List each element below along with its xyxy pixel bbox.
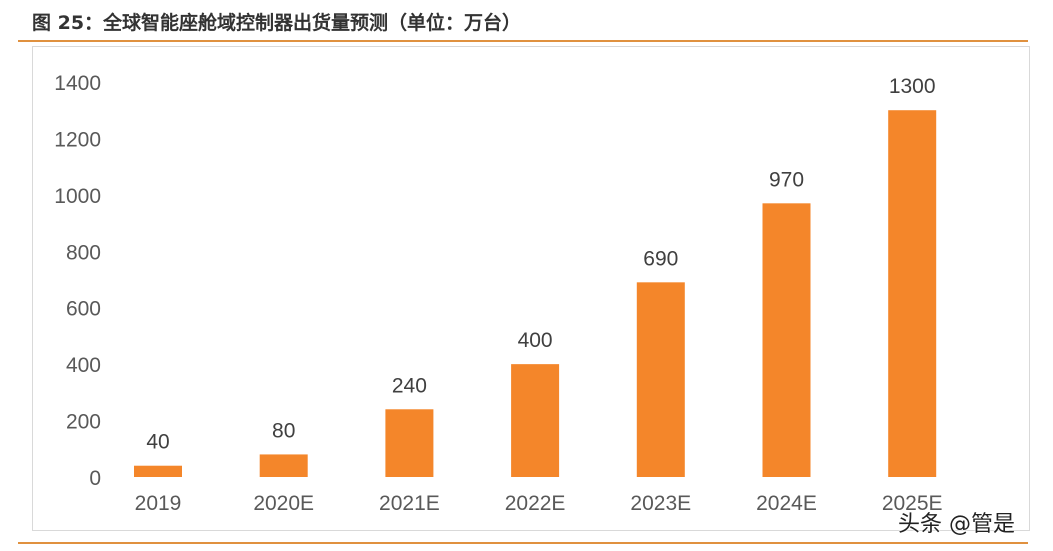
data-label: 80 <box>272 419 295 442</box>
x-tick-label: 2021E <box>379 492 440 515</box>
x-tick-label: 2024E <box>756 492 817 515</box>
data-label: 970 <box>769 168 804 191</box>
y-tick-label: 0 <box>89 467 101 490</box>
x-tick-label: 2023E <box>630 492 691 515</box>
chart-frame <box>32 46 1030 531</box>
y-tick-label: 1000 <box>54 185 101 208</box>
top-rule <box>18 40 1028 42</box>
data-label: 40 <box>146 431 169 454</box>
x-tick-label: 2022E <box>505 492 566 515</box>
bar-2022E <box>511 364 560 477</box>
bar-2024E <box>762 203 811 478</box>
bar-2020E <box>259 454 308 477</box>
watermark: 头条 @管是 <box>898 512 1015 537</box>
x-tick-label: 2025E <box>882 492 943 515</box>
y-tick-label: 1400 <box>54 72 101 95</box>
y-tick-label: 1200 <box>54 128 101 151</box>
data-label: 240 <box>392 374 427 397</box>
y-tick-label: 200 <box>66 411 101 434</box>
figure-title: 图 25：全球智能座舱域控制器出货量预测（单位：万台） <box>32 12 522 34</box>
data-label: 690 <box>643 247 678 270</box>
bottom-rule <box>18 542 1028 544</box>
y-tick-label: 400 <box>66 354 101 377</box>
bar-2019 <box>134 465 182 477</box>
x-tick-label: 2019 <box>135 492 182 515</box>
bar-2023E <box>636 282 685 477</box>
data-label: 400 <box>518 329 553 352</box>
y-tick-label: 800 <box>66 241 101 264</box>
x-tick-label: 2020E <box>253 492 314 515</box>
bar-2025E <box>888 110 937 477</box>
data-label: 1300 <box>889 75 936 98</box>
y-tick-label: 600 <box>66 298 101 321</box>
bar-2021E <box>385 409 434 477</box>
